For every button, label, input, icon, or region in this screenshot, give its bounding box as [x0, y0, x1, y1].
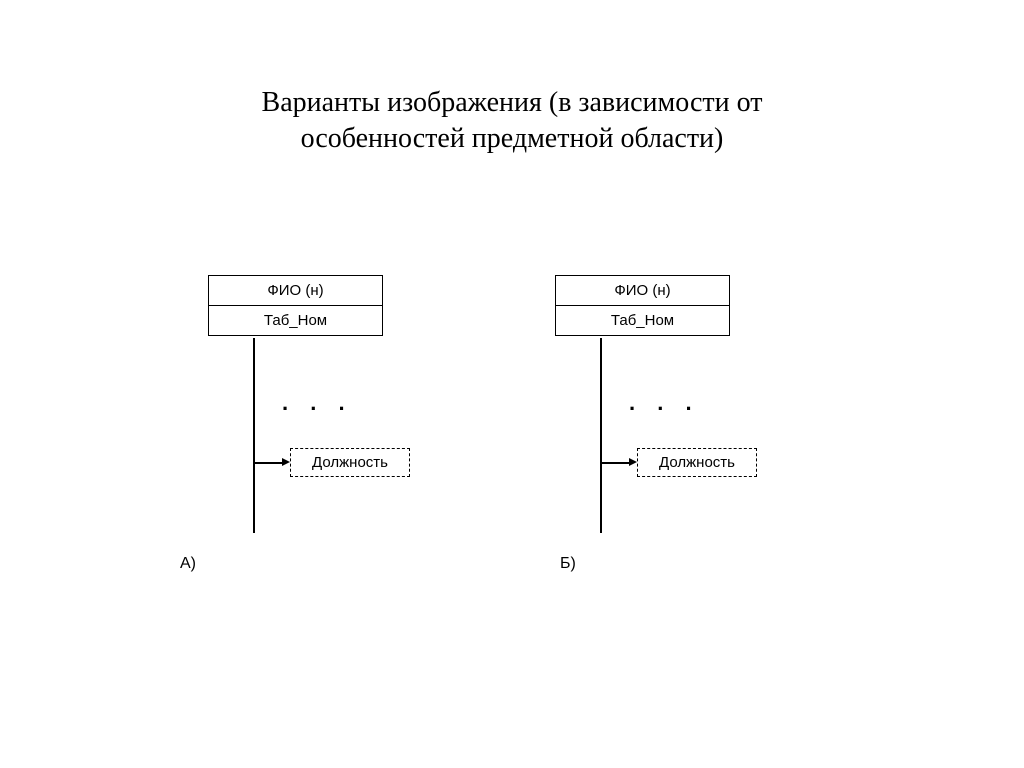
entity-a-row-2: Таб_Ном: [209, 306, 382, 335]
entity-box-b: ФИО (н) Таб_Ном: [555, 275, 730, 336]
dashed-b-label: Должность: [659, 454, 735, 471]
arrow-line-a: [254, 462, 282, 464]
entity-box-a: ФИО (н) Таб_Ном: [208, 275, 383, 336]
dots-b: . . .: [629, 390, 700, 416]
dashed-box-b: Должность: [637, 448, 757, 477]
dashed-a-label: Должность: [312, 454, 388, 471]
arrow-head-a: [282, 458, 290, 466]
title-line-2: особенностей предметной области): [301, 123, 724, 154]
page-title: Варианты изображения (в зависимости от о…: [0, 85, 1024, 158]
label-a: А): [180, 555, 196, 573]
entity-b-row-1: ФИО (н): [556, 276, 729, 306]
arrow-line-b: [601, 462, 629, 464]
dots-a: . . .: [282, 390, 353, 416]
dashed-box-a: Должность: [290, 448, 410, 477]
entity-a-row-1: ФИО (н): [209, 276, 382, 306]
title-line-1: Варианты изображения (в зависимости от: [262, 87, 763, 118]
entity-b-row-2: Таб_Ном: [556, 306, 729, 335]
vline-b: [600, 338, 602, 533]
label-b: Б): [560, 555, 576, 573]
arrow-head-b: [629, 458, 637, 466]
vline-a: [253, 338, 255, 533]
